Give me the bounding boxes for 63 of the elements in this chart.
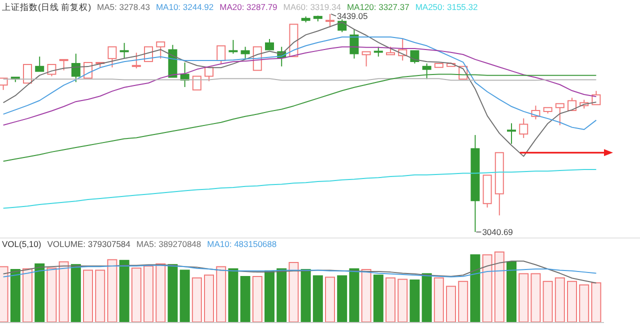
bar — [579, 284, 590, 322]
bar — [373, 274, 384, 322]
bar — [470, 254, 480, 322]
bar — [22, 268, 32, 322]
bar — [95, 270, 106, 322]
bar — [70, 264, 81, 322]
bar — [542, 280, 553, 322]
text: MA10: 483150688 — [207, 239, 277, 249]
bar — [216, 266, 226, 322]
bar — [107, 259, 118, 322]
bar — [530, 273, 541, 322]
series-label: MA5: 389270848 — [136, 239, 202, 249]
bar — [337, 275, 348, 322]
bar — [144, 266, 154, 322]
bar — [349, 268, 360, 322]
bar — [482, 254, 492, 322]
chart-title: VOL(5,10) — [2, 239, 42, 249]
bar — [446, 286, 456, 322]
bar — [119, 260, 130, 322]
annotation: 3439.05 — [337, 11, 368, 21]
series-label: VOLUME: 379307584 — [47, 239, 131, 249]
bar — [434, 277, 444, 322]
bar — [10, 269, 20, 322]
bar — [204, 274, 214, 322]
bar — [567, 280, 577, 322]
bar — [228, 268, 238, 322]
bar — [192, 277, 202, 322]
bar — [131, 268, 142, 322]
bar — [300, 269, 311, 322]
bar — [34, 263, 45, 322]
bar — [156, 263, 166, 322]
bar — [410, 280, 420, 322]
candlestick — [470, 134, 480, 232]
text: MA60: 3319.34 — [283, 2, 342, 12]
text: MA120: 3327.37 — [346, 2, 410, 12]
text: MA250: 3155.32 — [415, 2, 478, 12]
bar — [554, 277, 565, 322]
bar — [361, 269, 372, 322]
text: MA10: 3244.92 — [156, 2, 214, 12]
bar — [494, 252, 504, 322]
bar — [312, 275, 323, 322]
bar — [325, 276, 335, 322]
bar — [386, 277, 396, 322]
bar — [518, 273, 529, 322]
bar — [46, 268, 57, 322]
bar — [422, 273, 432, 322]
bar — [168, 264, 178, 322]
bar — [264, 270, 274, 322]
bar — [506, 261, 516, 322]
bar — [58, 261, 69, 322]
bar — [83, 270, 93, 322]
bar — [591, 282, 602, 322]
bar — [276, 268, 287, 322]
annotation: 3040.69 — [482, 227, 514, 237]
bar — [180, 270, 190, 322]
text: MA5: 3278.43 — [97, 2, 150, 12]
bar — [252, 276, 262, 322]
bar — [398, 278, 408, 322]
bar — [288, 262, 299, 322]
bar — [240, 276, 250, 322]
text: MA20: 3287.79 — [220, 2, 278, 12]
bar — [458, 280, 468, 322]
chart-title: 上证指数(日线 前复权) — [2, 2, 92, 12]
